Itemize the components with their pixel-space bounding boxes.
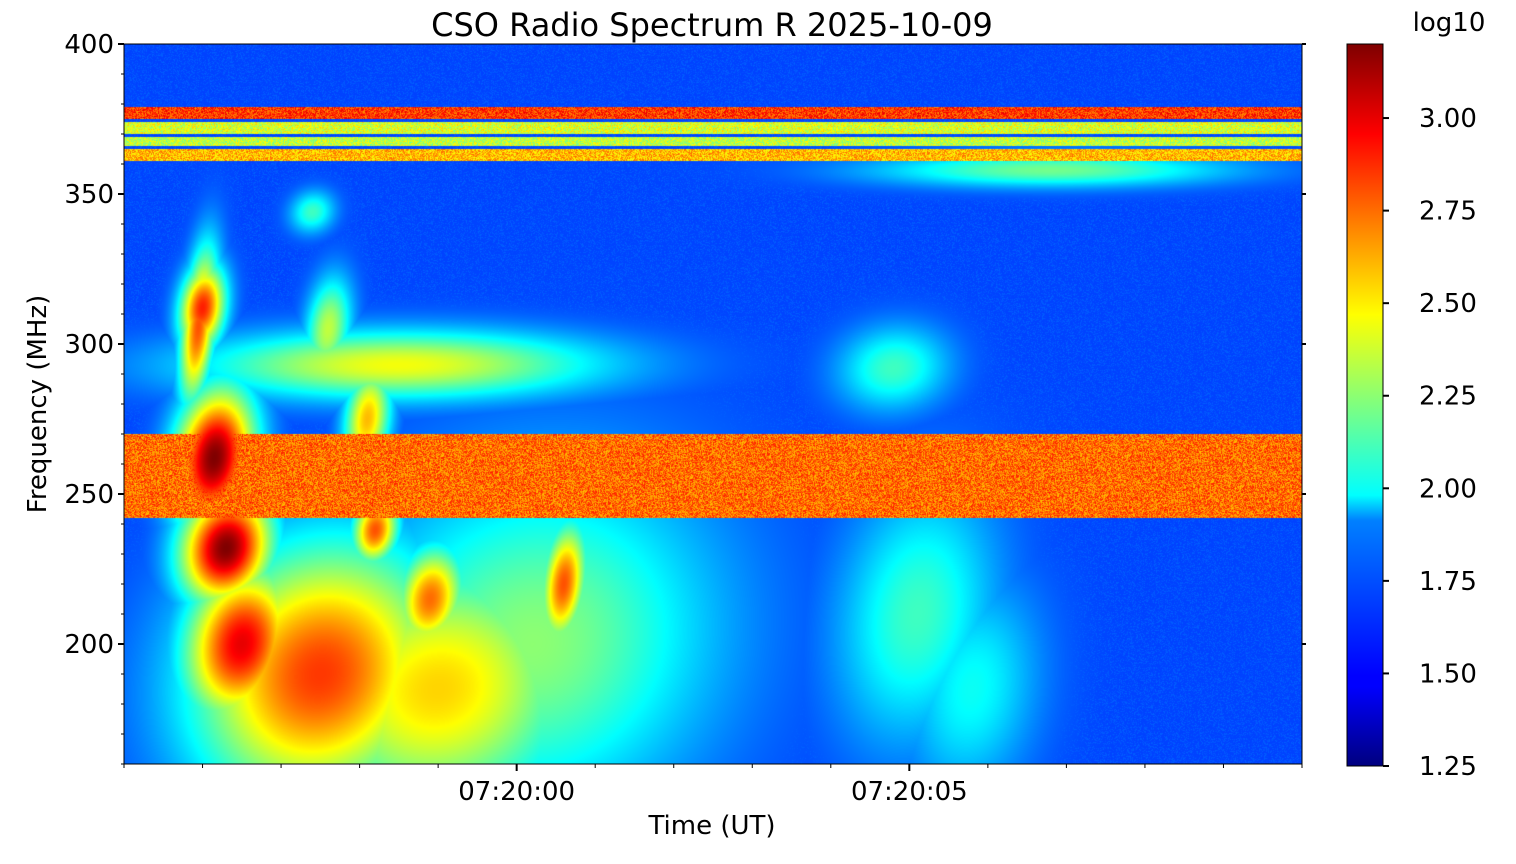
x-axis-label: Time (UT)	[647, 811, 775, 841]
y-tick-label: 200	[64, 630, 114, 660]
colorbar-axis: 1.25 1.50 1.75 2.00 2.25 2.50 2.75 3.00	[1383, 104, 1477, 782]
colorbar-tick-label: 2.50	[1419, 289, 1477, 319]
chart-title: CSO Radio Spectrum R 2025-10-09	[431, 6, 993, 44]
y-tick-label: 250	[64, 480, 114, 510]
colorbar-tick-label: 1.50	[1419, 659, 1477, 689]
colorbar-tick-label: 2.75	[1419, 197, 1477, 227]
x-axis: 07:20:00 07:20:05	[123, 764, 1303, 807]
y-axis-label: Frequency (MHz)	[23, 295, 53, 514]
colorbar-tick-label: 1.75	[1419, 567, 1477, 597]
y-tick-label: 300	[64, 330, 114, 360]
y-axis: 200 250 300 350 400	[64, 30, 1306, 765]
colorbar-tick-label: 3.00	[1419, 104, 1477, 134]
colorbar-tick-label: 2.00	[1419, 474, 1477, 504]
colorbar-tick-label: 1.25	[1419, 752, 1477, 782]
colorbar	[1346, 43, 1384, 767]
y-tick-label: 400	[64, 30, 114, 60]
spectrogram-heatmap	[124, 44, 1302, 764]
y-tick-label: 350	[64, 180, 114, 210]
colorbar-tick-label: 2.25	[1419, 382, 1477, 412]
x-tick-label: 07:20:00	[458, 777, 575, 807]
colorbar-label: log10	[1413, 8, 1486, 38]
x-tick-label: 07:20:05	[851, 777, 968, 807]
